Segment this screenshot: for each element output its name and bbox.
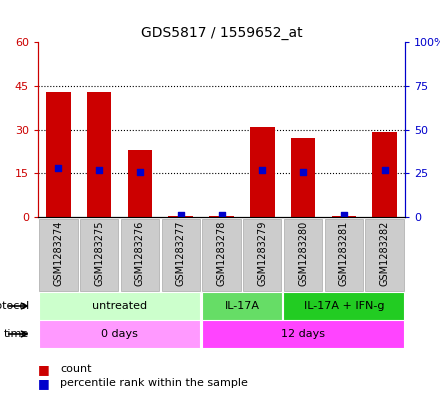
Bar: [39, 292, 200, 320]
Text: GSM1283280: GSM1283280: [298, 220, 308, 286]
Bar: [202, 292, 282, 320]
Text: ■: ■: [38, 363, 50, 376]
Point: [300, 168, 307, 174]
Text: time: time: [4, 329, 29, 339]
Text: IL-17A: IL-17A: [224, 301, 260, 311]
Text: protocol: protocol: [0, 301, 29, 311]
Text: GSM1283278: GSM1283278: [216, 220, 227, 286]
Bar: [243, 219, 282, 290]
Point: [177, 212, 184, 219]
Bar: [202, 219, 241, 290]
Bar: [80, 219, 118, 290]
Point: [95, 167, 103, 173]
Bar: [284, 219, 322, 290]
Text: GSM1283279: GSM1283279: [257, 220, 267, 286]
Bar: [46, 92, 71, 217]
Text: GSM1283274: GSM1283274: [53, 220, 63, 286]
Text: GSM1283281: GSM1283281: [339, 220, 349, 286]
Bar: [202, 320, 404, 348]
Bar: [366, 219, 404, 290]
Bar: [250, 127, 275, 217]
Text: IL-17A + IFN-g: IL-17A + IFN-g: [304, 301, 384, 311]
Text: ■: ■: [38, 376, 50, 390]
Bar: [39, 320, 200, 348]
Point: [340, 212, 347, 219]
Point: [136, 168, 143, 174]
Text: count: count: [60, 364, 92, 375]
Text: untreated: untreated: [92, 301, 147, 311]
Bar: [169, 215, 193, 217]
Text: 12 days: 12 days: [281, 329, 325, 339]
Text: percentile rank within the sample: percentile rank within the sample: [60, 378, 248, 388]
Text: GSM1283275: GSM1283275: [94, 220, 104, 286]
Bar: [161, 219, 200, 290]
Text: GSM1283282: GSM1283282: [380, 220, 389, 286]
Title: GDS5817 / 1559652_at: GDS5817 / 1559652_at: [141, 26, 302, 40]
Bar: [128, 150, 152, 217]
Point: [218, 212, 225, 219]
Bar: [332, 215, 356, 217]
Bar: [209, 215, 234, 217]
Bar: [283, 292, 404, 320]
Bar: [87, 92, 111, 217]
Text: 0 days: 0 days: [101, 329, 138, 339]
Bar: [325, 219, 363, 290]
Bar: [372, 132, 397, 217]
Bar: [39, 219, 77, 290]
Text: GSM1283277: GSM1283277: [176, 220, 186, 286]
Bar: [121, 219, 159, 290]
Point: [55, 165, 62, 171]
Text: GSM1283276: GSM1283276: [135, 220, 145, 286]
Bar: [291, 138, 315, 217]
Point: [259, 167, 266, 173]
Point: [381, 167, 388, 173]
